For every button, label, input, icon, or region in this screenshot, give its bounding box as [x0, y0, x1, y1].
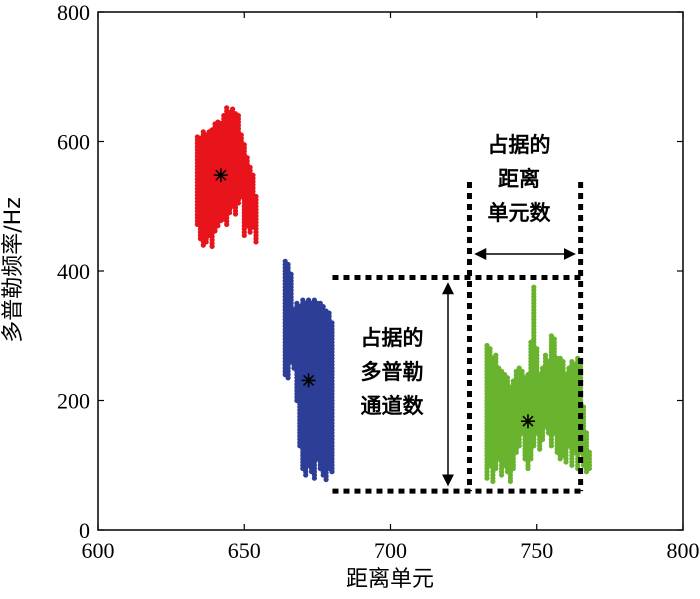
series-1 [282, 258, 335, 483]
centroid-marker [301, 373, 316, 388]
data-point [504, 375, 511, 381]
y-tick-label: 200 [57, 389, 90, 414]
data-point [247, 164, 253, 170]
data-point [326, 310, 332, 316]
data-point [560, 359, 566, 365]
plot-frame [97, 11, 684, 531]
range-annotation-line: 单元数 [488, 201, 552, 225]
data-point [288, 271, 294, 277]
x-tick-label: 700 [374, 538, 407, 563]
doppler-annotation-line: 多普勒 [361, 360, 424, 384]
range-annotation-line: 距离 [498, 167, 540, 191]
centroid-marker [520, 414, 535, 429]
y-tick-label: 600 [57, 130, 90, 155]
y-tick-label: 400 [57, 259, 90, 284]
data-point [586, 449, 593, 455]
centroid-marker [213, 168, 228, 183]
axes: 600 650 700 750 800 0 200 400 600 800 [57, 0, 700, 563]
range-annotation-line: 占据的 [488, 133, 551, 157]
series-0 [194, 105, 259, 249]
y-axis-label: 多普勒频率/Hz [1, 197, 26, 343]
data-point [542, 352, 549, 358]
doppler-annotation-line: 占据的 [361, 326, 424, 350]
y-tick-label: 0 [79, 518, 90, 543]
series-2 [484, 284, 593, 484]
x-tick-label: 650 [228, 538, 261, 563]
x-tick-label: 600 [82, 538, 115, 563]
data-point [285, 261, 291, 268]
data-point [311, 297, 317, 303]
data-point [487, 346, 493, 352]
data-point [551, 336, 557, 342]
doppler-annotation-line: 通道数 [361, 394, 425, 418]
data-point [253, 193, 259, 200]
data-point [241, 142, 247, 148]
data-point [250, 172, 256, 178]
data-point [235, 113, 241, 119]
data-point [320, 304, 326, 310]
data-point [534, 346, 540, 352]
data-point [531, 284, 537, 290]
x-axis-label: 距离单元 [346, 567, 434, 592]
data-point [493, 352, 499, 358]
x-tick-label: 800 [667, 538, 700, 563]
data-point [244, 155, 250, 161]
data-point [583, 430, 590, 436]
scatter-points [194, 105, 593, 484]
data-point [224, 105, 230, 111]
y-tick-label: 800 [57, 0, 90, 25]
x-tick-label: 750 [520, 538, 553, 563]
data-point [230, 106, 236, 112]
data-point [329, 320, 335, 326]
data-point [238, 132, 244, 138]
data-point [519, 368, 525, 374]
